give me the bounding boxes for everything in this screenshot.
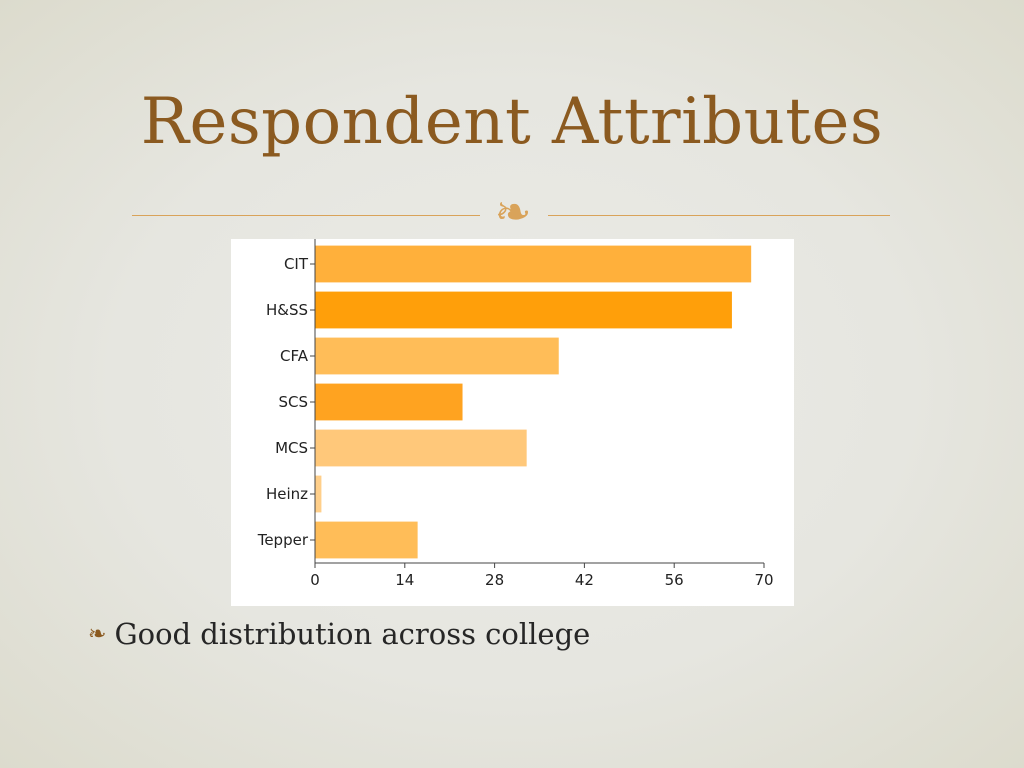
x-tick-label-42: 42 [575,571,594,589]
bar-mcs [315,429,527,467]
y-tick-label-mcs: MCS [275,439,308,457]
x-tick-label-28: 28 [485,571,504,589]
y-tick-label-cit: CIT [284,255,309,273]
bar-cit [315,245,752,283]
chart-panel: CIT H&SS CFA SCS MCS Heinz Tepper 0 14 28 42 56 70 [231,239,794,606]
y-tick-label-scs: SCS [278,393,308,411]
bar-cfa [315,337,559,375]
bar-scs [315,383,463,421]
y-tick-label-tepper: Tepper [257,531,309,549]
bullet-point: ❧ Good distribution across college [88,616,590,652]
bar-tepper [315,521,418,559]
bar-h-ss [315,291,732,329]
y-tick-label-heinz: Heinz [266,485,308,503]
slide-title: Respondent Attributes [140,85,884,159]
x-tick-label-70: 70 [754,571,773,589]
x-tick-label-0: 0 [310,571,320,589]
fleuron-bullet-icon: ❧ [88,621,107,647]
bar-chart: CIT H&SS CFA SCS MCS Heinz Tepper 0 14 28 42 56 70 [257,239,774,589]
y-tick-label-cfa: CFA [280,347,309,365]
x-tick-label-56: 56 [665,571,684,589]
y-tick-label-h-ss: H&SS [266,301,308,319]
bar-heinz [315,475,322,513]
title-divider-right [548,215,890,216]
x-tick-label-14: 14 [395,571,414,589]
title-divider-left [132,215,480,216]
bullet-text: Good distribution across college [114,617,591,651]
fleuron-ornament-icon: ❧ [494,187,532,238]
